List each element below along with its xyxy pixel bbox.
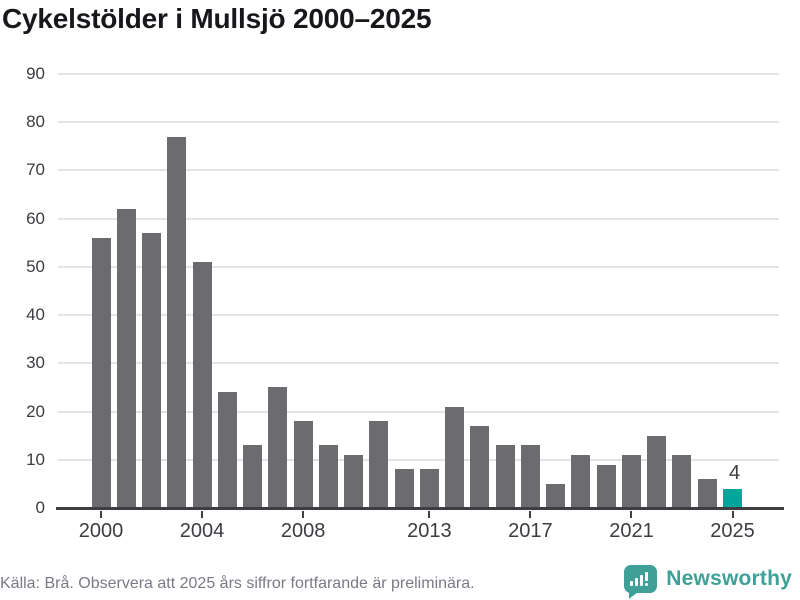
y-axis-label-70: 70 xyxy=(26,160,45,180)
y-axis-label-40: 40 xyxy=(26,305,45,325)
y-axis-label-30: 30 xyxy=(26,353,45,373)
bar-2021 xyxy=(621,454,641,508)
y-axis-label-80: 80 xyxy=(26,112,45,132)
x-axis-line xyxy=(56,507,784,510)
chart-footer: Källa: Brå. Observera att 2025 års siffr… xyxy=(0,560,792,599)
bar-2009 xyxy=(318,445,338,508)
bar-2010 xyxy=(344,454,364,508)
bar-2023 xyxy=(672,454,692,508)
x-axis-label-2000: 2000 xyxy=(78,520,124,542)
x-tick-2017 xyxy=(529,511,532,518)
bar-chart-speech-bubble-icon xyxy=(624,565,658,599)
x-axis-label-2017: 2017 xyxy=(508,520,553,542)
bar-2002 xyxy=(142,233,162,508)
bar-2003 xyxy=(167,136,187,508)
bar-2001 xyxy=(116,209,136,508)
gridline-60 xyxy=(58,217,779,220)
x-axis-label-2025: 2025 xyxy=(710,520,755,542)
x-tick-2000 xyxy=(100,511,102,518)
x-tick-2004 xyxy=(201,511,204,518)
newsworthy-logo: Newsworthy xyxy=(624,565,792,599)
bar-2012 xyxy=(394,469,414,508)
bar-2008 xyxy=(293,421,313,508)
gridline-40 xyxy=(58,314,779,317)
bar-2020 xyxy=(596,464,616,508)
gridline-10 xyxy=(58,458,779,461)
x-tick-2021 xyxy=(630,511,633,518)
bar-2006 xyxy=(243,445,263,508)
bar-2018 xyxy=(546,483,566,508)
gridline-20 xyxy=(58,410,779,413)
bar-2007 xyxy=(268,387,288,508)
y-axis-label-90: 90 xyxy=(26,64,45,83)
chart-title: Cykelstölder i Mullsjö 2000–2025 xyxy=(2,3,432,34)
bar-2013 xyxy=(419,469,439,508)
y-axis-label-10: 10 xyxy=(26,449,45,469)
y-axis-label-20: 20 xyxy=(26,401,45,421)
gridline-50 xyxy=(58,265,779,268)
bar-2004 xyxy=(192,262,212,508)
x-axis-label-2021: 2021 xyxy=(609,520,654,542)
bar-2014 xyxy=(445,406,465,508)
x-tick-2008 xyxy=(302,511,305,518)
bar-2015 xyxy=(470,426,490,508)
y-axis-label-50: 50 xyxy=(26,256,45,276)
mini-bar-chart-glyph xyxy=(630,572,649,586)
x-axis-label-2008: 2008 xyxy=(280,520,326,542)
gridline-30 xyxy=(58,362,779,365)
bar-2011 xyxy=(369,421,389,508)
bar-chart-plot: 0 10 20 30 40 50 60 70 80 90 2000 2004 2008 2013 2017 2… xyxy=(26,64,779,542)
x-tick-2025 xyxy=(731,511,734,518)
gridline-70 xyxy=(58,169,779,172)
x-tick-2013 xyxy=(428,511,431,518)
bar-2016 xyxy=(495,445,515,508)
bar-2000 xyxy=(91,237,111,508)
bar-2005 xyxy=(217,392,237,508)
bar-value-label: 4 xyxy=(728,461,741,484)
bar-2022 xyxy=(647,435,667,508)
x-axis-label-2004: 2004 xyxy=(179,520,225,542)
brand-name: Newsworthy xyxy=(666,567,792,590)
bar-2019 xyxy=(571,454,591,508)
y-axis-label-0: 0 xyxy=(35,498,45,517)
source-note: Källa: Brå. Observera att 2025 års siffr… xyxy=(0,575,475,592)
speech-bubble-tail xyxy=(629,592,639,599)
y-axis-label-60: 60 xyxy=(26,208,45,228)
x-axis-label-2013: 2013 xyxy=(407,520,452,542)
bar-2025 xyxy=(723,488,742,508)
bar-2024 xyxy=(697,479,717,508)
bar-2017 xyxy=(520,445,540,508)
exclamation-glyph xyxy=(645,572,649,586)
gridline-80 xyxy=(58,121,779,124)
gridline-90 xyxy=(58,73,779,75)
